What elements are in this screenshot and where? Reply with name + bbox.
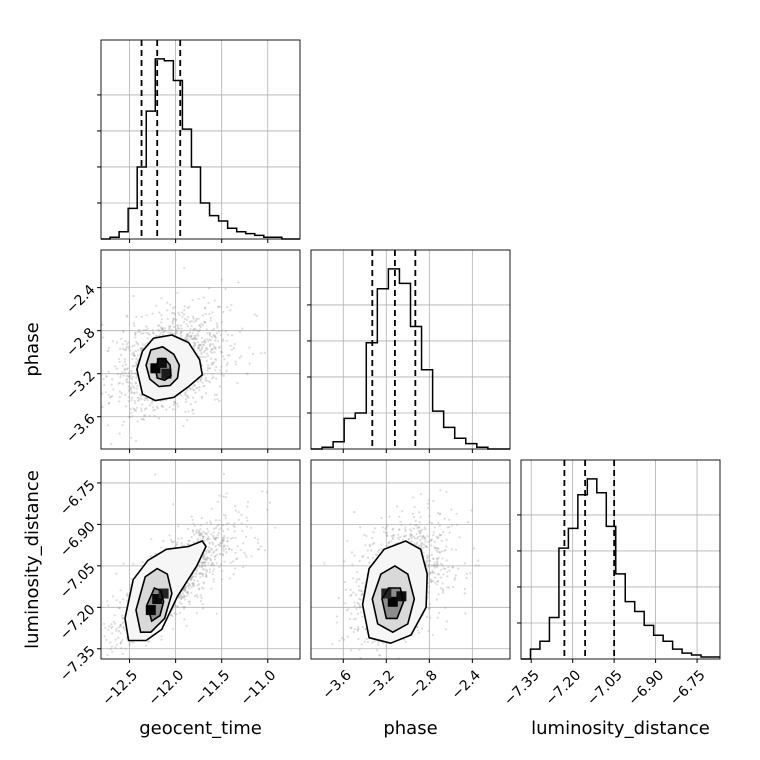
panel-frame: [100, 459, 301, 660]
density-peak-1: [396, 591, 407, 602]
x-tick-label-luminosity_distance: −6.90: [626, 667, 668, 709]
contour-line-2: [136, 334, 204, 402]
contour-line-0: [154, 357, 172, 382]
contour-line-1: [145, 345, 181, 388]
density-peak-2: [161, 368, 172, 379]
x-tick-label-geocent_time: −12.5: [100, 667, 142, 709]
density-peak-2: [381, 588, 392, 599]
panel-frame: [310, 459, 511, 660]
y-tick-label-phase: −2.8: [63, 325, 98, 360]
density-peak-1: [156, 357, 167, 368]
x-axis-luminosity_distance: −7.35 −7.20 −7.05 −6.90 −6.75 luminosity_dist…: [501, 659, 710, 739]
y-axis-label-phase: phase: [22, 322, 43, 376]
x-tick-label-geocent_time: −11.5: [192, 667, 234, 709]
x-axis-phase: −3.6 −3.2 −2.8 −2.4 phase: [320, 659, 484, 739]
contour-line-2: [361, 540, 429, 645]
panel-frame: [310, 249, 511, 450]
histogram-step-luminosity_distance: [521, 478, 720, 660]
x-axis-geocent_time: −12.5 −12.0 −11.5 −11.0 geocent_time: [100, 659, 280, 739]
density-peak-1: [152, 594, 163, 604]
histogram-step-geocent_time: [101, 58, 300, 240]
x-tick-label-geocent_time: −12.0: [146, 667, 188, 709]
histogram-panel-phase: [307, 249, 511, 450]
x-axis-label-geocent_time: geocent_time: [139, 718, 262, 739]
contour-line-0: [146, 586, 165, 623]
y-tick-label-luminosity_distance: −6.90: [57, 519, 99, 561]
x-tick-label-phase: −2.8: [406, 667, 441, 702]
x-tick-label-luminosity_distance: −6.75: [667, 667, 709, 709]
contour-line-1: [371, 564, 416, 634]
x-tick-label-phase: −3.2: [363, 667, 398, 702]
y-tick-label-phase: −3.6: [63, 411, 98, 446]
density-panel-phase__luminosity_distance: [310, 459, 511, 660]
x-tick-label-luminosity_distance: −7.20: [543, 667, 585, 709]
contour-line-0: [381, 587, 405, 620]
y-axis-label-luminosity_distance: luminosity_distance: [22, 470, 43, 649]
y-tick-label-phase: −3.2: [63, 368, 98, 403]
panel-frame: [100, 249, 301, 450]
density-peak-0: [387, 596, 398, 607]
y-tick-label-luminosity_distance: −7.20: [57, 602, 99, 644]
x-tick-label-phase: −2.4: [449, 667, 484, 702]
contour-line-1: [135, 567, 173, 633]
histogram-panel-geocent_time: [97, 39, 301, 240]
y-tick-label-luminosity_distance: −7.35: [57, 643, 99, 685]
y-tick-label-phase: −2.4: [63, 282, 98, 317]
density-peak-2: [158, 588, 169, 599]
x-tick-label-phase: −3.6: [320, 667, 355, 702]
histogram-panel-luminosity_distance: [517, 459, 721, 660]
x-tick-label-geocent_time: −11.0: [238, 667, 280, 709]
density-panel-geocent_time__luminosity_distance: −7.35−7.20−7.05−6.90−6.75: [57, 459, 301, 685]
histogram-step-phase: [311, 268, 510, 450]
x-axis-label-phase: phase: [383, 718, 437, 739]
density-panel-geocent_time__phase: −3.6 −3.2 −2.8 −2.4: [63, 249, 301, 450]
x-tick-label-luminosity_distance: −7.05: [584, 667, 626, 709]
panel-frame: [100, 39, 301, 240]
contour-line-2: [124, 540, 207, 642]
x-axis-label-luminosity_distance: luminosity_distance: [531, 718, 710, 739]
y-tick-label-luminosity_distance: −7.05: [57, 560, 99, 602]
y-tick-label-luminosity_distance: −6.75: [57, 477, 99, 519]
x-tick-label-luminosity_distance: −7.35: [501, 667, 543, 709]
panel-frame: [520, 459, 721, 660]
density-peak-0: [145, 605, 156, 616]
